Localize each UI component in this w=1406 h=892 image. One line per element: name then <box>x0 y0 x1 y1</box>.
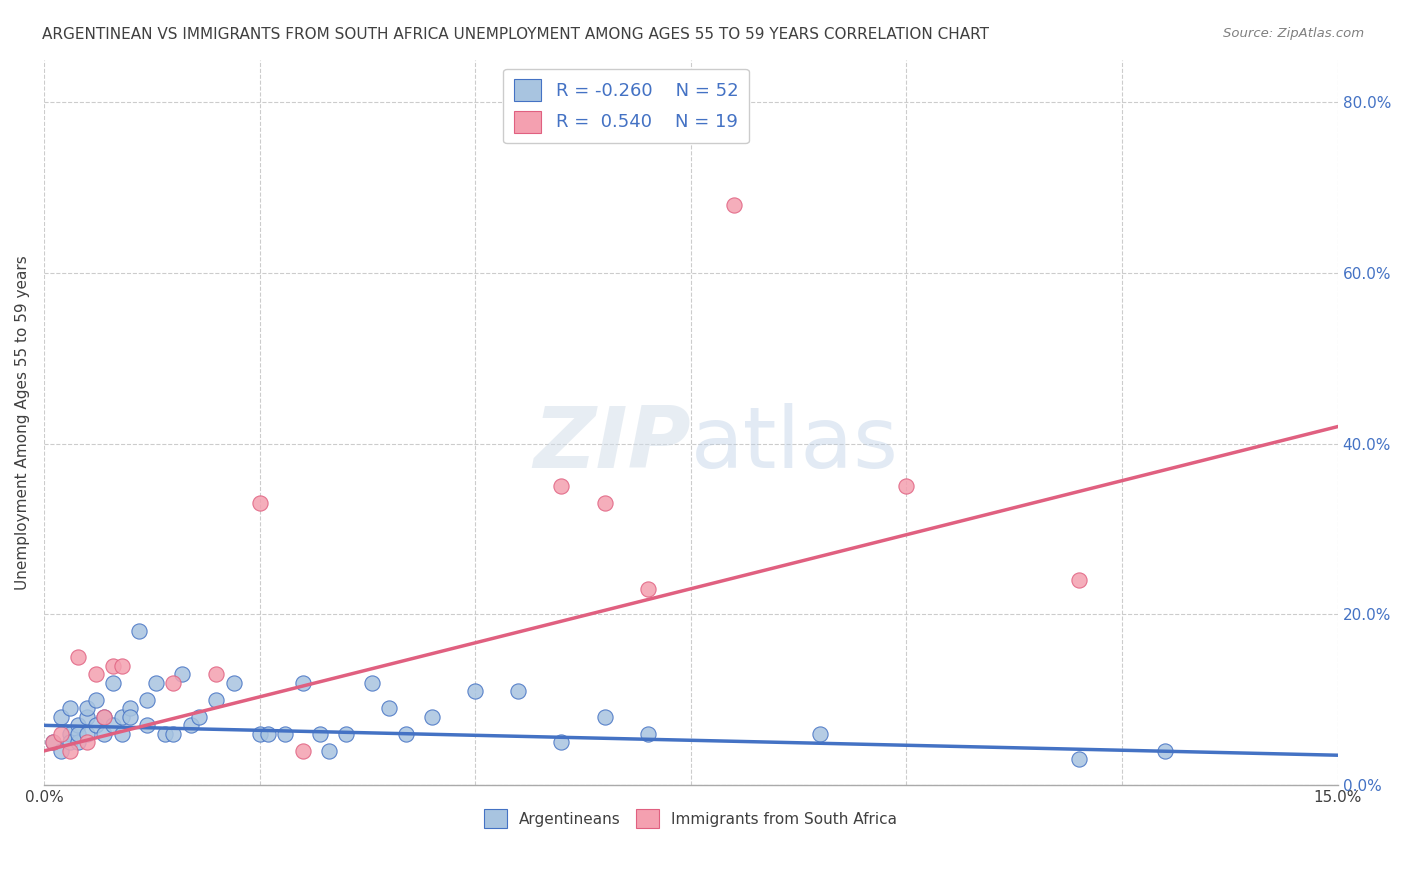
Point <box>101 658 124 673</box>
Point <box>335 727 357 741</box>
Point <box>136 692 159 706</box>
Point <box>808 727 831 741</box>
Point <box>360 675 382 690</box>
Point <box>1067 752 1090 766</box>
Point <box>257 727 280 741</box>
Point <box>420 710 443 724</box>
Point <box>550 479 572 493</box>
Text: atlas: atlas <box>690 402 898 485</box>
Point <box>49 744 72 758</box>
Point <box>162 675 184 690</box>
Point <box>93 710 115 724</box>
Point <box>145 675 167 690</box>
Point <box>464 684 486 698</box>
Point <box>49 727 72 741</box>
Point <box>41 735 63 749</box>
Point <box>41 735 63 749</box>
Point <box>180 718 202 732</box>
Point <box>723 197 745 211</box>
Point <box>59 735 82 749</box>
Point <box>136 718 159 732</box>
Point <box>84 692 107 706</box>
Point <box>76 701 98 715</box>
Point <box>67 735 90 749</box>
Point <box>76 727 98 741</box>
Point <box>84 667 107 681</box>
Point <box>188 710 211 724</box>
Point <box>309 727 332 741</box>
Point <box>896 479 918 493</box>
Point <box>76 710 98 724</box>
Point <box>93 727 115 741</box>
Y-axis label: Unemployment Among Ages 55 to 59 years: Unemployment Among Ages 55 to 59 years <box>15 255 30 590</box>
Legend: Argentineans, Immigrants from South Africa: Argentineans, Immigrants from South Afri… <box>477 802 905 836</box>
Point <box>378 701 401 715</box>
Point <box>550 735 572 749</box>
Point <box>120 701 142 715</box>
Point <box>637 727 659 741</box>
Point <box>84 718 107 732</box>
Point <box>93 710 115 724</box>
Text: ARGENTINEAN VS IMMIGRANTS FROM SOUTH AFRICA UNEMPLOYMENT AMONG AGES 55 TO 59 YEA: ARGENTINEAN VS IMMIGRANTS FROM SOUTH AFR… <box>42 27 990 42</box>
Point <box>291 744 314 758</box>
Point <box>1067 574 1090 588</box>
Point <box>67 650 90 665</box>
Point <box>274 727 297 741</box>
Point <box>222 675 245 690</box>
Point <box>67 718 90 732</box>
Point <box>128 624 150 639</box>
Point <box>249 496 271 510</box>
Point <box>291 675 314 690</box>
Point <box>153 727 176 741</box>
Point <box>205 667 228 681</box>
Point <box>395 727 418 741</box>
Point <box>593 496 616 510</box>
Point <box>76 735 98 749</box>
Point <box>101 675 124 690</box>
Point <box>318 744 340 758</box>
Point <box>205 692 228 706</box>
Text: Source: ZipAtlas.com: Source: ZipAtlas.com <box>1223 27 1364 40</box>
Point <box>120 710 142 724</box>
Point <box>49 710 72 724</box>
Point <box>508 684 530 698</box>
Point <box>162 727 184 741</box>
Point <box>593 710 616 724</box>
Point <box>110 727 132 741</box>
Point <box>59 744 82 758</box>
Point <box>59 727 82 741</box>
Point <box>637 582 659 596</box>
Point <box>249 727 271 741</box>
Point <box>110 710 132 724</box>
Point <box>1154 744 1177 758</box>
Point <box>110 658 132 673</box>
Point <box>170 667 193 681</box>
Point <box>101 718 124 732</box>
Point <box>59 701 82 715</box>
Point <box>67 727 90 741</box>
Text: ZIP: ZIP <box>533 402 690 485</box>
